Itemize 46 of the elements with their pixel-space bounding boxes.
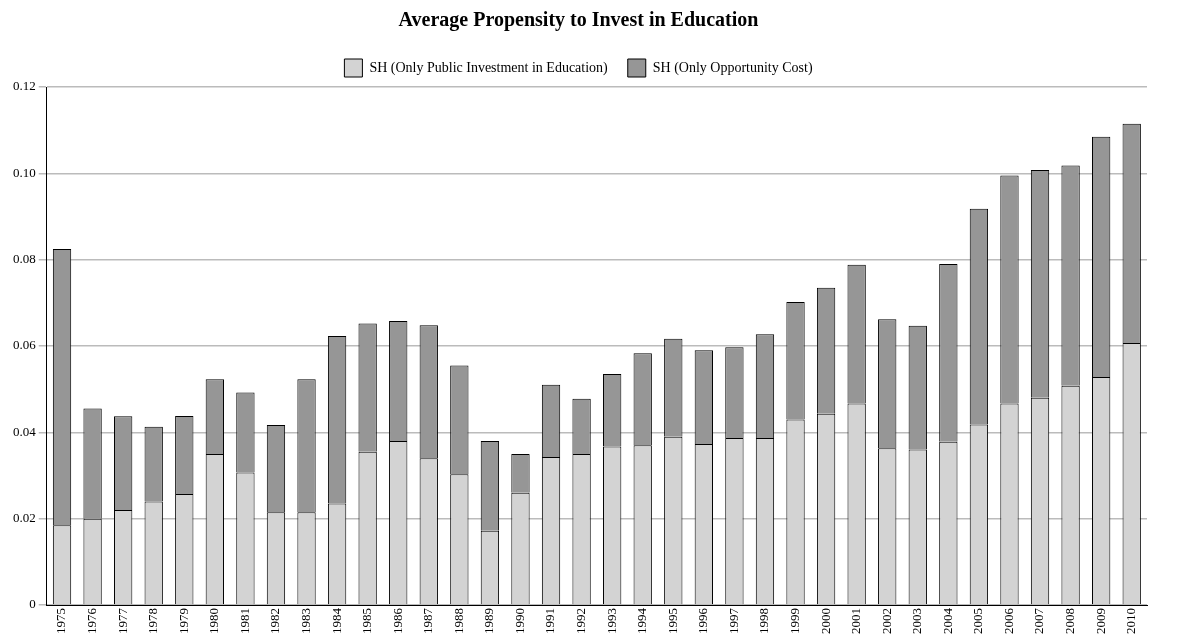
x-tick-label: 1984 — [328, 607, 344, 634]
x-tick-label: 1983 — [297, 608, 313, 634]
x-tick-label: 2000 — [817, 608, 833, 634]
x-tick-label: 2004 — [939, 607, 955, 634]
x-tick-label: 1991 — [542, 608, 558, 634]
y-tick-label: 0.04 — [13, 423, 37, 439]
x-tick-label: 2006 — [1000, 607, 1016, 634]
x-tick-label: 1975 — [53, 608, 69, 634]
x-tick-label: 1990 — [511, 608, 527, 634]
x-tick-label: 1993 — [603, 608, 619, 634]
x-tick-label: 1994 — [634, 607, 650, 634]
y-tick-label: 0.08 — [13, 251, 36, 267]
x-tick-label: 1996 — [695, 607, 711, 634]
legend-label: SH (Only Opportunity Cost) — [652, 59, 813, 76]
x-tick-label: 2003 — [909, 608, 925, 634]
y-tick-label: 0.12 — [13, 78, 36, 94]
x-tick-label: 1988 — [450, 608, 466, 634]
chart-title: Average Propensity to Invest in Education — [398, 8, 759, 32]
x-tick-label: 2002 — [878, 608, 894, 634]
x-tick-label: 1997 — [725, 607, 741, 634]
x-tick-label: 1992 — [573, 608, 589, 634]
x-tick-label: 1976 — [84, 607, 100, 634]
y-tick-label: 0.06 — [13, 337, 37, 353]
x-tick-label: 1977 — [114, 607, 130, 634]
legend-label: SH (Only Public Investment in Education) — [369, 59, 609, 76]
x-tick-label: 2001 — [848, 608, 864, 634]
x-tick-label: 1999 — [786, 608, 802, 634]
x-tick-label: 2009 — [1092, 608, 1108, 634]
x-tick-label: 1980 — [206, 608, 222, 634]
x-tick-label: 2010 — [1123, 608, 1139, 634]
x-tick-label: 1982 — [267, 608, 283, 634]
x-tick-label: 1978 — [145, 608, 161, 634]
x-tick-label: 1981 — [236, 608, 252, 634]
y-tick-label: 0.02 — [13, 510, 36, 526]
x-tick-label: 1986 — [389, 607, 405, 634]
x-tick-label: 1985 — [359, 608, 375, 634]
y-tick-label: 0.10 — [13, 164, 36, 180]
x-tick-label: 1989 — [481, 608, 497, 634]
y-tick-label: 0 — [29, 596, 36, 612]
x-tick-label: 2008 — [1062, 608, 1078, 634]
x-tick-label: 2007 — [1031, 607, 1047, 634]
x-tick-label: 1995 — [664, 608, 680, 634]
x-tick-label: 1987 — [420, 607, 436, 634]
x-tick-label: 1979 — [175, 608, 191, 634]
x-tick-label: 2005 — [970, 608, 986, 634]
x-tick-label: 1998 — [756, 608, 772, 634]
